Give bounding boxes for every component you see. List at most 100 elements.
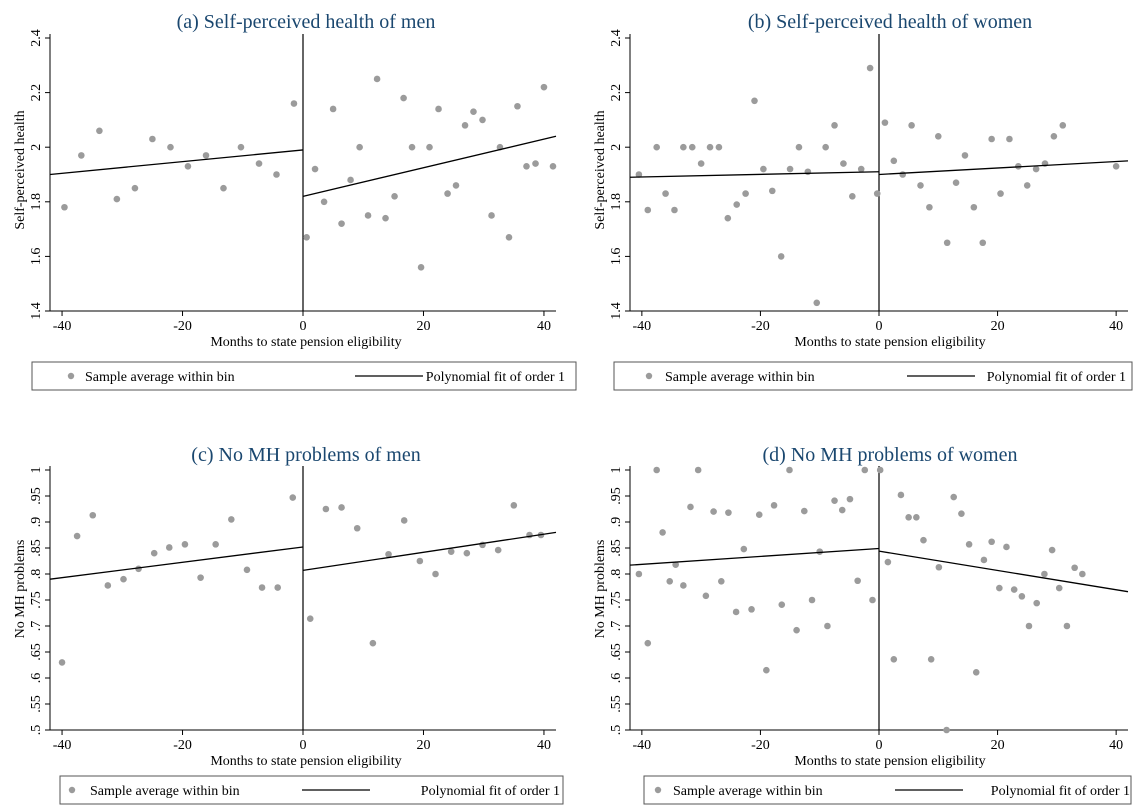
fit-line [629, 171, 880, 178]
x-tick-label: 40 [537, 319, 551, 334]
x-tick-label: 40 [1109, 319, 1123, 334]
data-point [822, 143, 829, 151]
data-point [1055, 584, 1063, 592]
data-point [890, 655, 898, 663]
data-point [1006, 135, 1013, 143]
y-tick-label: 2 [609, 144, 624, 151]
data-point [777, 253, 785, 260]
legend-dot-label: Sample average within bin [90, 784, 240, 799]
x-tick-label: 0 [300, 319, 307, 334]
data-point [228, 516, 235, 523]
y-tick-label: .95 [609, 487, 624, 505]
data-point [523, 163, 530, 170]
data-point [364, 212, 372, 219]
axis-ticks: -40 -20 0 20 40 1.4 1.6 1.8 2 2.2 2.4 [29, 29, 556, 334]
data-point [659, 529, 666, 536]
data-point [653, 466, 660, 474]
x-axis-label: Months to state pension eligibility [794, 754, 985, 769]
data-point [672, 561, 679, 568]
legend-dot-icon [654, 786, 662, 794]
x-tick-label: 40 [537, 738, 551, 753]
data-point [120, 575, 127, 583]
data-point [58, 659, 66, 666]
x-tick-label: 0 [300, 738, 307, 753]
y-tick-label: .6 [609, 673, 624, 684]
data-point [356, 143, 363, 151]
data-point [688, 143, 696, 151]
data-point [165, 544, 173, 551]
y-tick-label: 2.2 [29, 84, 44, 102]
data-point [435, 105, 442, 113]
legend-box [31, 361, 577, 391]
y-axis-label: No MH problems [593, 540, 608, 639]
data-point [391, 193, 398, 200]
y-tick-label: 2.2 [609, 84, 624, 102]
data-point [408, 143, 416, 151]
data-point [980, 556, 988, 564]
x-tick-label: 40 [1109, 738, 1123, 753]
data-point [1059, 122, 1067, 129]
legend: Sample average within bin Polynomial fit… [643, 775, 1132, 805]
data-point [78, 152, 85, 159]
y-tick-label: .65 [609, 643, 624, 661]
panel-d: (d) No MH problems of women Months to st… [568, 404, 1136, 808]
y-tick-label: .75 [29, 591, 44, 609]
data-point [635, 171, 643, 178]
y-tick-label: .65 [29, 643, 44, 661]
data-point [913, 514, 920, 521]
x-tick-label: 20 [416, 738, 430, 753]
data-point [514, 102, 521, 110]
data-point [243, 566, 251, 574]
x-tick-label: 0 [876, 319, 883, 334]
legend-dot-icon [68, 786, 76, 794]
data-point [220, 184, 227, 192]
y-tick-label: 1 [29, 467, 44, 474]
x-axis-label: Months to state pension eligibility [210, 335, 401, 350]
x-tick-label: 0 [876, 738, 883, 753]
axis-ticks: -40 -20 0 20 40 .5 .55 .6 .65 .7 .75 .8 .85 .9 .95 1 [29, 466, 556, 753]
y-tick-label: .9 [29, 517, 44, 528]
legend-line-label: Polynomial fit of order 1 [987, 370, 1126, 385]
data-point [479, 116, 486, 124]
data-point [831, 497, 838, 504]
y-tick-label: .9 [609, 517, 624, 528]
data-point [1079, 570, 1086, 578]
chart-marks [49, 34, 557, 311]
data-point [831, 122, 838, 129]
fit-line [629, 547, 880, 566]
data-point [972, 668, 980, 676]
data-point [258, 584, 266, 591]
data-point [113, 195, 121, 203]
data-point [353, 524, 361, 532]
data-point [96, 127, 103, 135]
axis-ticks: -40 -20 0 20 40 1.4 1.6 1.8 2 2.2 2.4 [609, 29, 1128, 334]
y-tick-label: 1.6 [609, 248, 624, 266]
data-point [488, 212, 495, 219]
data-point [816, 548, 824, 555]
y-tick-label: .55 [609, 695, 624, 713]
data-point [1050, 132, 1058, 140]
chart-title: (a) Self-perceived health of men [177, 11, 436, 33]
data-point [861, 466, 869, 474]
panel-c: (c) No MH problems of men Months to stat… [0, 404, 568, 808]
y-tick-label: .95 [29, 487, 44, 505]
data-point [167, 143, 174, 151]
x-tick-label: -40 [633, 738, 652, 753]
data-point [838, 506, 846, 514]
data-point [897, 491, 905, 499]
data-point [274, 584, 282, 591]
y-tick-label: 2.4 [29, 29, 44, 47]
data-point [866, 64, 874, 72]
data-point [303, 233, 310, 241]
data-point [1063, 622, 1071, 630]
data-point [417, 264, 425, 271]
data-point [400, 94, 407, 102]
data-point [702, 592, 710, 600]
data-point [876, 466, 884, 474]
legend-box [613, 361, 1133, 391]
legend-box [643, 775, 1132, 805]
data-point [1048, 546, 1056, 554]
data-point [943, 726, 950, 734]
data-point [697, 160, 705, 167]
data-point [724, 214, 732, 222]
